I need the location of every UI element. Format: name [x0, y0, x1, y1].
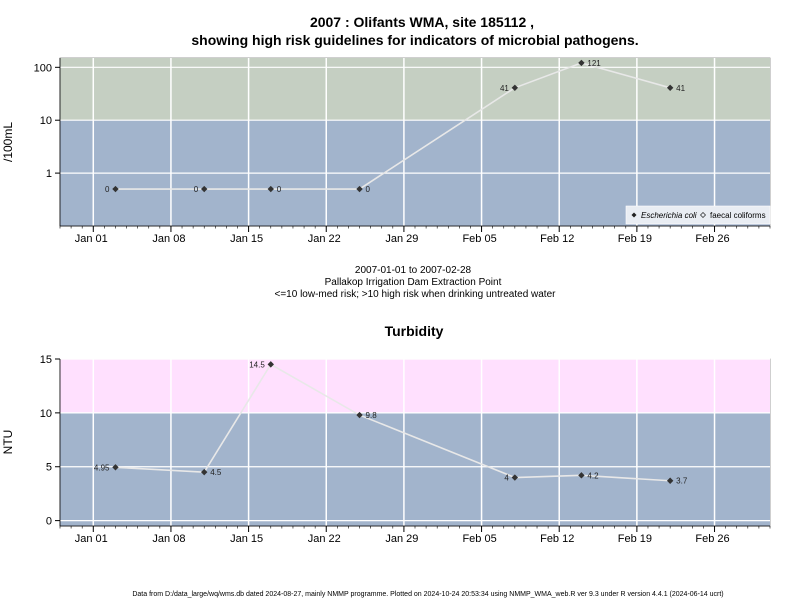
site-name-caption: Pallakop Irrigation Dam Extraction Point: [325, 277, 502, 288]
data-point: [666, 84, 674, 91]
data-label: 4.95: [94, 463, 110, 472]
data-label: 41: [500, 84, 509, 93]
ecoli-y-axis-label: /100mL: [1, 122, 15, 162]
data-point: [267, 361, 274, 368]
legend-box: [625, 205, 771, 225]
x-tick-label: Feb 26: [695, 533, 729, 545]
y-tick-label: 10: [40, 408, 52, 420]
legend-label-faecal: faecal coliforms: [710, 211, 766, 220]
ecoli-legend: Escherichia coli faecal coliforms: [625, 205, 771, 225]
risk-note-caption: <=10 low-med risk; >10 high risk when dr…: [275, 289, 557, 300]
turbidity-panel: Jan 01 Jan 08 Jan 15 Jan 22 Jan 29 Feb 05 Feb …: [1, 354, 771, 545]
y-tick-label: 0: [46, 516, 52, 528]
x-tick-label: Feb 19: [618, 233, 652, 245]
x-tick-label: Jan 15: [230, 533, 263, 545]
data-point: [112, 185, 119, 193]
data-label: 121: [587, 59, 601, 68]
turbidity-y-axis-label: NTU: [1, 430, 15, 455]
x-tick-label: Jan 01: [75, 233, 108, 245]
data-point: [511, 84, 519, 91]
data-point: [267, 185, 274, 193]
data-label: 3.7: [676, 477, 688, 486]
data-label: 4.5: [210, 468, 222, 477]
data-point: [666, 477, 674, 484]
data-point: [201, 185, 208, 193]
data-point: [201, 468, 208, 476]
data-label: 0: [194, 185, 199, 194]
x-tick-label: Feb 05: [462, 233, 496, 245]
data-point: [356, 185, 363, 193]
high-risk-band: [60, 359, 770, 413]
x-tick-label: Jan 01: [75, 533, 108, 545]
x-tick-label: Feb 12: [540, 233, 574, 245]
data-point: [112, 464, 119, 471]
x-tick-label: Feb 05: [462, 533, 496, 545]
x-tick-label: Feb 19: [618, 533, 652, 545]
x-tick-label: Feb 12: [540, 533, 574, 545]
data-label: 0: [366, 185, 371, 194]
x-tick-label: Jan 15: [230, 233, 263, 245]
footer-note: Data from D:/data_large/wq/wms.db dated …: [132, 591, 723, 598]
chart-title-line2: showing high risk guidelines for indicat…: [191, 32, 638, 48]
legend-marker-faecal: [700, 212, 706, 218]
data-label: 9.8: [366, 411, 378, 420]
data-point: [511, 474, 519, 481]
x-tick-label: Feb 26: [695, 233, 729, 245]
x-tick-label: Jan 08: [152, 233, 185, 245]
data-label: 4.2: [587, 471, 599, 480]
y-tick-label: 10: [40, 115, 52, 127]
y-tick-label: 100: [34, 62, 52, 74]
ecoli-panel: Jan 01 Jan 08 Jan 15 Jan 22 Jan 29 Feb 05 Feb …: [1, 57, 771, 245]
high-risk-band: [60, 58, 770, 121]
turbidity-title: Turbidity: [385, 323, 444, 339]
data-label: 14.5: [249, 360, 265, 369]
x-tick-label: Jan 22: [308, 233, 341, 245]
data-label: 0: [277, 185, 282, 194]
legend-marker-ecoli: [631, 212, 637, 218]
chart-title-line1: 2007 : Olifants WMA, site 185112 ,: [310, 14, 534, 30]
x-tick-label: Jan 29: [385, 533, 418, 545]
x-tick-label: Jan 22: [308, 533, 341, 545]
data-label: 41: [676, 84, 685, 93]
x-tick-label: Jan 08: [152, 533, 185, 545]
legend-label-ecoli: Escherichia coli: [641, 211, 697, 220]
y-tick-label: 1: [46, 168, 52, 180]
data-point: [578, 59, 585, 67]
data-point: [356, 411, 363, 419]
low-risk-band: [60, 412, 770, 526]
date-range-caption: 2007-01-01 to 2007-02-28: [355, 265, 472, 276]
y-tick-label: 5: [46, 462, 52, 474]
data-label: 4: [504, 474, 509, 483]
x-tick-label: Jan 29: [385, 233, 418, 245]
data-point: [578, 472, 585, 479]
data-label: 0: [105, 185, 110, 194]
y-tick-label: 15: [40, 354, 52, 366]
